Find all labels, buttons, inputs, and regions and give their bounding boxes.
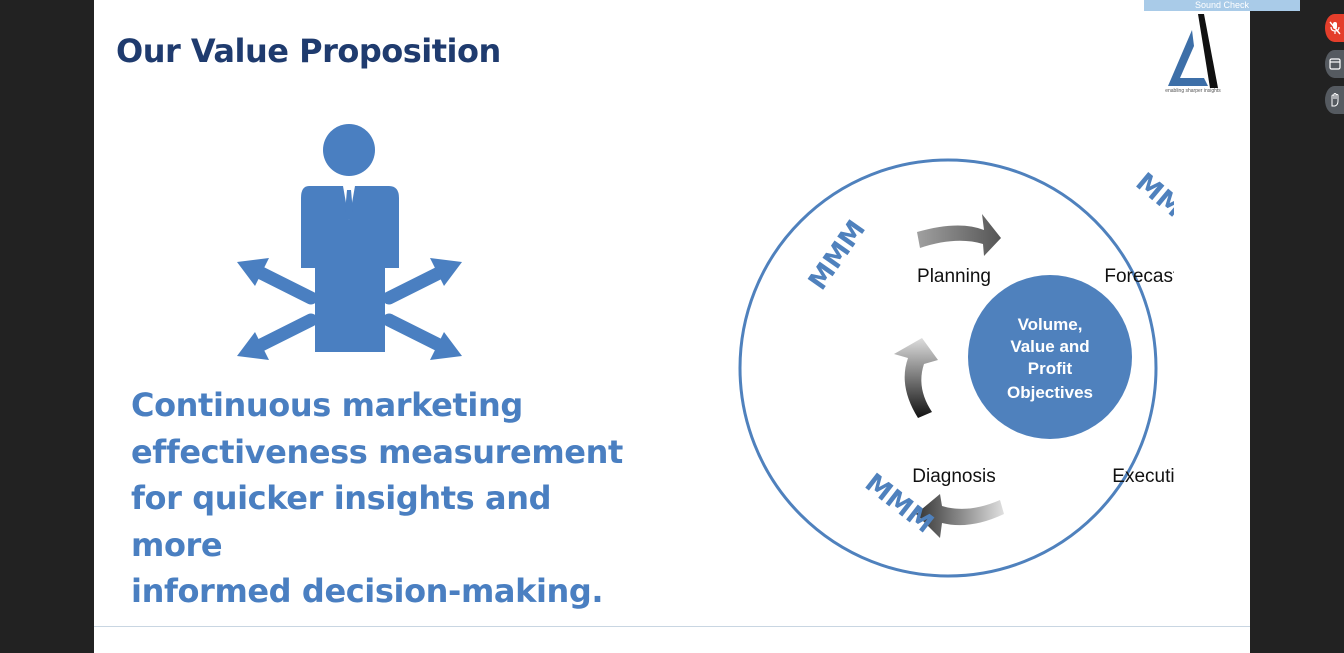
triangle-logo-icon [1168, 14, 1218, 88]
objectives-circle [968, 275, 1132, 439]
meeting-side-toolbar [1323, 0, 1344, 130]
stage-executing: Executing [1112, 466, 1174, 487]
tagline-line: effectiveness measurement [131, 432, 623, 471]
tagline-line: informed decision-making. [131, 572, 604, 610]
value-cycle-diagram: Volume, Value and Profit Objectives Plan… [738, 158, 1174, 578]
arrow-diagnosis-to-planning [894, 338, 938, 418]
window-icon [1328, 58, 1341, 70]
window-button[interactable] [1325, 50, 1344, 78]
center-label: Objectives [1007, 383, 1093, 402]
logo-tagline: enabling sharper insights [1165, 88, 1221, 94]
center-label: Profit [1028, 359, 1073, 378]
slide-title: Our Value Proposition [116, 32, 501, 70]
stage-diagnosis: Diagnosis [912, 466, 995, 487]
stage-planning: Planning [917, 266, 991, 287]
value-tagline: Continuous marketing effectiveness measu… [131, 382, 651, 615]
ring-label-top-right: MMM [1130, 167, 1174, 240]
center-label: Volume, [1018, 315, 1083, 334]
arrow-planning-to-forecasting [917, 214, 1001, 256]
person-arrows-icon [237, 124, 462, 360]
stage-forecasting: Forecasting [1104, 266, 1174, 287]
tagline-line: Continuous marketing [131, 386, 523, 424]
arrow-executing-to-diagnosis [916, 494, 1004, 538]
hand-button[interactable] [1325, 86, 1344, 114]
presentation-slide: Our Value Proposition enabling sharper i… [94, 0, 1250, 653]
hand-icon [1331, 93, 1338, 107]
sound-check-button[interactable]: Sound Check [1144, 0, 1300, 11]
mic-muted-icon [1328, 21, 1341, 35]
slide-footer-divider [94, 626, 1250, 627]
ring-label-top-left: MMM [803, 215, 872, 296]
tagline-line: for quicker insights and more [131, 479, 552, 564]
center-label: Value and [1010, 337, 1089, 356]
outer-ring [738, 158, 1158, 578]
mic-muted-button[interactable] [1325, 14, 1344, 42]
